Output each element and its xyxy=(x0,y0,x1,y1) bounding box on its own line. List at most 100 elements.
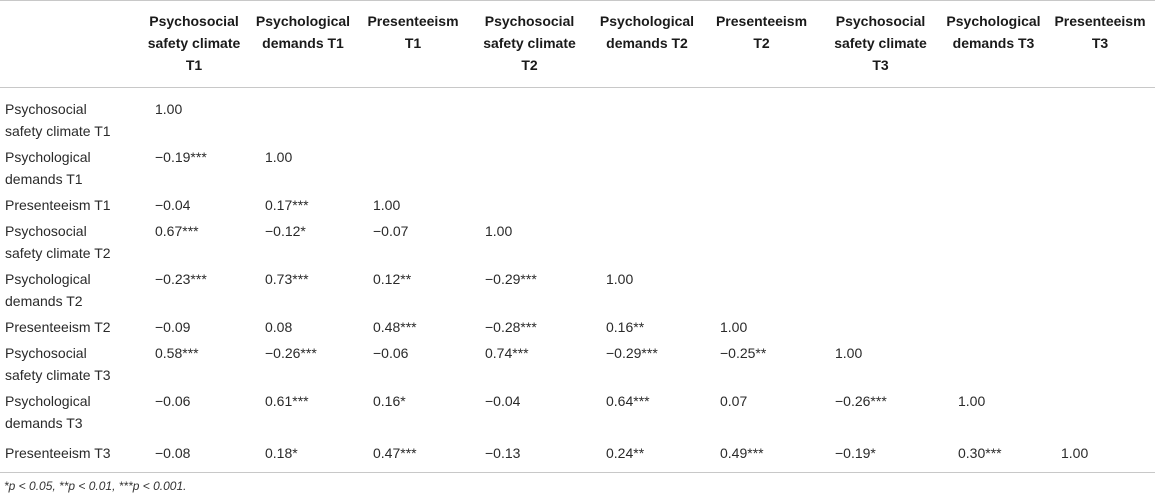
row-label: Psychosocial safety climate T2 xyxy=(5,222,111,261)
correlation-cell: −0.06 xyxy=(155,392,191,409)
correlation-cell xyxy=(942,220,1045,268)
correlation-cell: 1.00 xyxy=(720,318,748,335)
correlation-cell xyxy=(357,146,469,194)
correlation-cell xyxy=(942,342,1045,390)
column-header: Psychosocial safety climate T2 xyxy=(483,13,576,73)
row-label: Psychological demands T1 xyxy=(5,148,91,187)
row-label: Psychological demands T2 xyxy=(5,270,91,309)
correlation-cell: −0.06 xyxy=(373,344,409,361)
correlation-cell: 0.24** xyxy=(606,444,645,461)
correlation-cell: 0.48*** xyxy=(373,318,417,335)
correlation-cell xyxy=(942,88,1045,146)
correlation-cell: −0.29*** xyxy=(606,344,658,361)
column-header: Presenteeism T2 xyxy=(715,13,808,51)
correlation-cell xyxy=(469,88,590,146)
correlation-cell xyxy=(942,146,1045,194)
correlation-cell: −0.07 xyxy=(373,222,409,239)
correlation-cell: −0.29*** xyxy=(485,270,537,287)
correlation-table: Psychosocial safety climate T1 Psycholog… xyxy=(0,0,1155,473)
correlation-cell: 1.00 xyxy=(606,270,634,287)
correlation-cell: 0.08 xyxy=(265,318,293,335)
correlation-cell: 0.61*** xyxy=(265,392,309,409)
correlation-cell xyxy=(942,194,1045,220)
correlation-cell xyxy=(249,88,357,146)
correlation-cell xyxy=(704,88,819,146)
correlation-cell xyxy=(819,146,942,194)
correlation-cell: 1.00 xyxy=(265,148,293,165)
correlation-cell: 1.00 xyxy=(373,196,401,213)
correlation-cell xyxy=(1045,88,1155,146)
correlation-cell xyxy=(357,88,469,146)
correlation-cell: 1.00 xyxy=(485,222,513,239)
correlation-cell: −0.19*** xyxy=(155,148,207,165)
correlation-cell xyxy=(590,194,704,220)
column-header: Psychological demands T3 xyxy=(946,13,1041,51)
header-row: Psychosocial safety climate T1 Psycholog… xyxy=(0,0,1155,88)
column-header: Psychological demands T2 xyxy=(599,13,695,51)
table-header: Psychosocial safety climate T1 Psycholog… xyxy=(0,0,1155,88)
correlation-cell: 1.00 xyxy=(155,101,183,117)
table-body: Psychosocial safety climate T1 1.00 Psycho… xyxy=(0,88,1155,473)
correlation-cell: 0.16* xyxy=(373,392,406,409)
table-row: Psychosocial safety climate T2 0.67*** −0.… xyxy=(0,220,1155,268)
correlation-cell xyxy=(704,220,819,268)
correlation-cell xyxy=(704,194,819,220)
correlation-cell xyxy=(1045,146,1155,194)
column-header: Psychosocial safety climate T3 xyxy=(834,13,927,73)
correlation-cell xyxy=(942,316,1045,342)
table-row: Psychological demands T2 −0.23*** 0.73*** 0… xyxy=(0,268,1155,316)
row-label: Presenteeism T3 xyxy=(5,444,111,461)
table-row: Presenteeism T3 −0.08 0.18* 0.47*** −0.13 0.2… xyxy=(0,438,1155,473)
correlation-cell: 0.17*** xyxy=(265,196,309,213)
correlation-cell: −0.26*** xyxy=(265,344,317,361)
table-row: Psychosocial safety climate T1 1.00 xyxy=(0,88,1155,146)
correlation-cell: 0.16** xyxy=(606,318,645,335)
row-label: Psychosocial safety climate T3 xyxy=(5,344,111,383)
correlation-cell xyxy=(469,146,590,194)
correlation-cell: −0.04 xyxy=(155,196,191,213)
correlation-cell xyxy=(1045,316,1155,342)
correlation-cell: 1.00 xyxy=(835,344,863,361)
correlation-cell xyxy=(1045,268,1155,316)
correlation-cell: 0.74*** xyxy=(485,344,529,361)
correlation-cell: −0.09 xyxy=(155,318,191,335)
correlation-cell xyxy=(1045,194,1155,220)
column-header: Presenteeism T1 xyxy=(367,13,459,51)
correlation-cell: −0.19* xyxy=(835,444,876,461)
table-row: Psychological demands T1 −0.19*** 1.00 xyxy=(0,146,1155,194)
correlation-cell: 0.73*** xyxy=(265,270,309,287)
correlation-cell: 0.30*** xyxy=(958,444,1002,461)
row-label: Presenteeism T1 xyxy=(5,196,111,213)
corner-cell xyxy=(0,1,139,88)
correlation-cell: 1.00 xyxy=(1061,444,1089,461)
correlation-cell: −0.12* xyxy=(265,222,306,239)
correlation-cell: 0.47*** xyxy=(373,444,417,461)
correlation-cell xyxy=(819,268,942,316)
correlation-cell: −0.25** xyxy=(720,344,767,361)
table-row: Psychosocial safety climate T3 0.58*** −0.… xyxy=(0,342,1155,390)
correlation-cell: −0.13 xyxy=(485,444,521,461)
correlation-cell: 0.58*** xyxy=(155,344,199,361)
correlation-cell xyxy=(704,268,819,316)
correlation-cell xyxy=(1045,220,1155,268)
correlation-cell xyxy=(590,146,704,194)
correlation-cell: 0.49*** xyxy=(720,444,764,461)
correlation-cell: 0.18* xyxy=(265,444,298,461)
correlation-cell: 0.67*** xyxy=(155,222,199,239)
correlation-cell xyxy=(819,316,942,342)
correlation-cell xyxy=(469,194,590,220)
correlation-cell: −0.04 xyxy=(485,392,521,409)
correlation-cell xyxy=(590,220,704,268)
column-header: Psychosocial safety climate T1 xyxy=(147,13,241,73)
row-label: Psychological demands T3 xyxy=(5,392,91,431)
correlation-cell xyxy=(819,194,942,220)
correlation-cell xyxy=(704,146,819,194)
correlation-cell: −0.26*** xyxy=(835,392,887,409)
table-row: Psychological demands T3 −0.06 0.61*** 0.16… xyxy=(0,390,1155,438)
correlation-cell: −0.08 xyxy=(155,444,191,461)
correlation-cell: 0.07 xyxy=(720,392,748,409)
correlation-cell xyxy=(1045,390,1155,438)
correlation-cell xyxy=(590,88,704,146)
correlation-cell: 0.64*** xyxy=(606,392,650,409)
